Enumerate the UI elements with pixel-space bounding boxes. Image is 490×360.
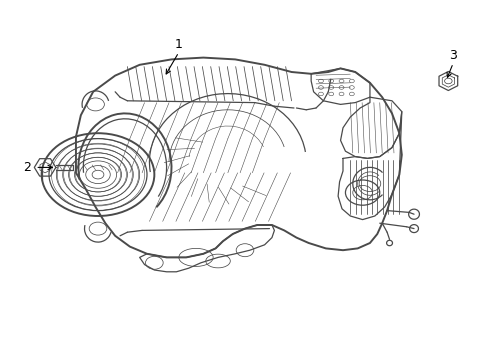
Text: 3: 3 [449, 49, 457, 62]
Text: 1: 1 [175, 39, 183, 51]
Text: 2: 2 [23, 161, 31, 174]
